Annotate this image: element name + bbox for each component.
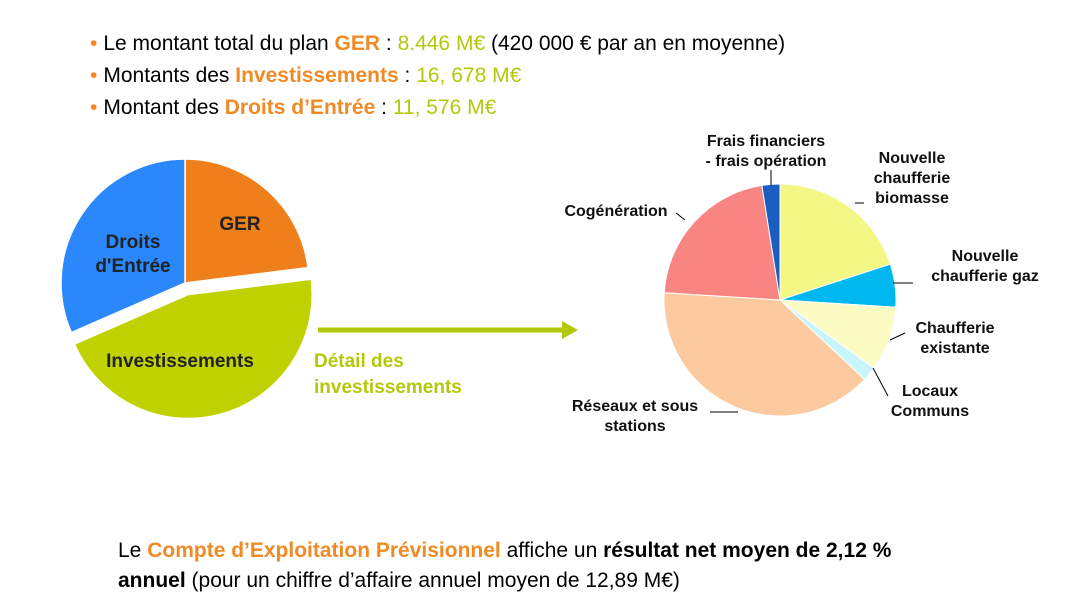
pie-label-locaux-communs: Locaux: [902, 383, 958, 400]
footer-keyword: Compte d’Exploitation Prévisionnel: [147, 539, 501, 562]
pie-label-chaufferie-existante: existante: [920, 340, 989, 357]
bullet-dot: •: [90, 32, 98, 55]
pie-label-nouvelle-chaufferie-gaz: Nouvelle: [952, 248, 1019, 265]
leader-line-cogeneration: [675, 212, 686, 221]
value-ger: 8.446 M€: [397, 32, 486, 55]
pie-label-nouvelle-chaufferie-biomasse: chaufferie: [874, 170, 951, 187]
pie-label-investissements: Investissements: [106, 351, 254, 372]
bullet-droits: • Montant des Droits d’Entrée : 11, 576 M…: [90, 96, 497, 119]
pie-slice-droits-d-entree: [60, 158, 186, 334]
leader-line-locaux-communs: [872, 367, 889, 397]
leader-line-chaufferie-existante: [889, 332, 906, 341]
pie-slice-cogeneration: [663, 184, 781, 301]
footer-summary: Le Compte d’Exploitation Prévisionnel af…: [118, 536, 891, 596]
bullet-investissements: • Montants des Investissements : 16, 678 …: [90, 64, 522, 87]
pie-label-frais-financiers-frais-operation: - frais opération: [706, 153, 827, 170]
pie-label-cogeneration: Cogénération: [564, 203, 667, 220]
bullet-ger: • Le montant total du plan GER : 8.446 M€…: [90, 32, 786, 55]
pie-label-chaufferie-existante: Chaufferie: [915, 320, 994, 337]
arrow-label-line1: Détail des: [314, 351, 404, 372]
bullet-dot: •: [90, 64, 98, 87]
pie-slice-investissements: [73, 278, 313, 420]
pie-label-reseaux-et-sous-stations: stations: [604, 418, 665, 435]
pie-label-frais-financiers-frais-operation: Frais financiers: [707, 133, 825, 150]
pie-label-nouvelle-chaufferie-gaz: chaufferie gaz: [931, 268, 1039, 285]
bullet-list: • Le montant total du plan GER : 8.446 M€…: [90, 28, 785, 124]
arrow-head: [562, 321, 578, 339]
pie-label-reseaux-et-sous-stations: Réseaux et sous: [572, 398, 698, 415]
pie-label-nouvelle-chaufferie-biomasse: Nouvelle: [879, 150, 946, 167]
footer-line1: Le Compte d’Exploitation Prévisionnel af…: [118, 539, 892, 562]
bullet-dot: •: [90, 96, 98, 119]
keyword-ger: GER: [334, 32, 381, 55]
arrow-label-line2: investissements: [314, 377, 462, 398]
keyword-investissements: Investissements: [235, 64, 399, 87]
pie-chart-financing: GER Investissements Droits d'Entrée: [60, 158, 313, 420]
detail-arrow: Détail des investissements: [314, 321, 578, 398]
pie-label-droits-d-entree: Droits: [106, 232, 161, 253]
pie-label-nouvelle-chaufferie-biomasse: biomasse: [875, 190, 949, 207]
pie-label-ger: GER: [219, 214, 260, 235]
pie-chart-investments-detail: Nouvelle chaufferie biomasse Nouvelle chauff…: [564, 133, 1038, 435]
pie-label-droits-d-entree: d'Entrée: [95, 256, 170, 277]
pie-slice-nouvelle-chaufferie-biomasse: [779, 183, 891, 301]
keyword-droits: Droits d’Entrée: [224, 96, 376, 119]
pie-label-locaux-communs: Communs: [891, 403, 969, 420]
pie-slice-reseaux-et-sous-stations: [663, 292, 866, 417]
value-investissements: 16, 678 M€: [416, 64, 522, 87]
pie-slice-ger: [184, 158, 309, 284]
value-droits: 11, 576 M€: [392, 96, 497, 119]
footer-result: résultat net moyen de 2,12 %: [603, 539, 892, 562]
footer-line2: annuel (pour un chiffre d’affaire annuel…: [118, 569, 680, 592]
